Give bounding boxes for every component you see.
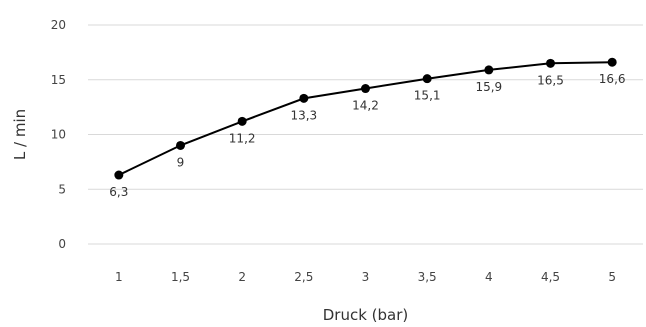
y-axis-ticks: 0 5 10 15 20	[51, 18, 66, 251]
data-label: 15,1	[414, 89, 441, 103]
data-label: 9	[177, 155, 185, 169]
data-label: 11,2	[229, 131, 256, 145]
data-label: 6,3	[109, 185, 128, 199]
y-tick-label: 5	[58, 182, 66, 196]
x-tick-label: 4,5	[541, 270, 560, 284]
data-point	[484, 65, 494, 75]
data-point	[299, 93, 309, 103]
x-tick-label: 4	[485, 270, 493, 284]
data-label: 13,3	[290, 108, 317, 122]
y-tick-label: 0	[58, 237, 66, 251]
x-tick-label: 1,5	[171, 270, 190, 284]
data-point	[361, 84, 370, 94]
x-tick-label: 1	[115, 270, 123, 284]
x-axis-title: Druck (bar)	[323, 306, 409, 324]
y-tick-label: 20	[51, 18, 66, 32]
gridlines	[88, 24, 643, 245]
x-tick-label: 2	[238, 270, 246, 284]
data-point	[607, 57, 617, 67]
data-label: 16,5	[537, 73, 564, 87]
data-labels: 6,3 9 11,2 13,3 14,2 15,1 15,9 16,5 16,6	[109, 72, 625, 199]
x-tick-label: 3,5	[418, 270, 437, 284]
data-point	[422, 74, 432, 84]
data-point	[237, 116, 247, 126]
y-tick-label: 10	[51, 128, 66, 142]
y-tick-label: 15	[51, 73, 66, 87]
data-point	[176, 140, 185, 150]
data-label: 14,2	[352, 99, 379, 113]
x-tick-label: 3	[362, 270, 370, 284]
x-tick-label: 2,5	[294, 270, 313, 284]
data-label: 15,9	[475, 80, 502, 94]
y-axis-title: L / min	[11, 109, 29, 160]
data-point	[114, 170, 124, 180]
x-tick-label: 5	[608, 270, 616, 284]
x-axis-ticks: 1 1,5 2 2,5 3 3,5 4 4,5 5	[115, 270, 616, 284]
data-label: 16,6	[599, 72, 626, 86]
data-point	[546, 58, 555, 68]
data-points	[114, 57, 617, 180]
